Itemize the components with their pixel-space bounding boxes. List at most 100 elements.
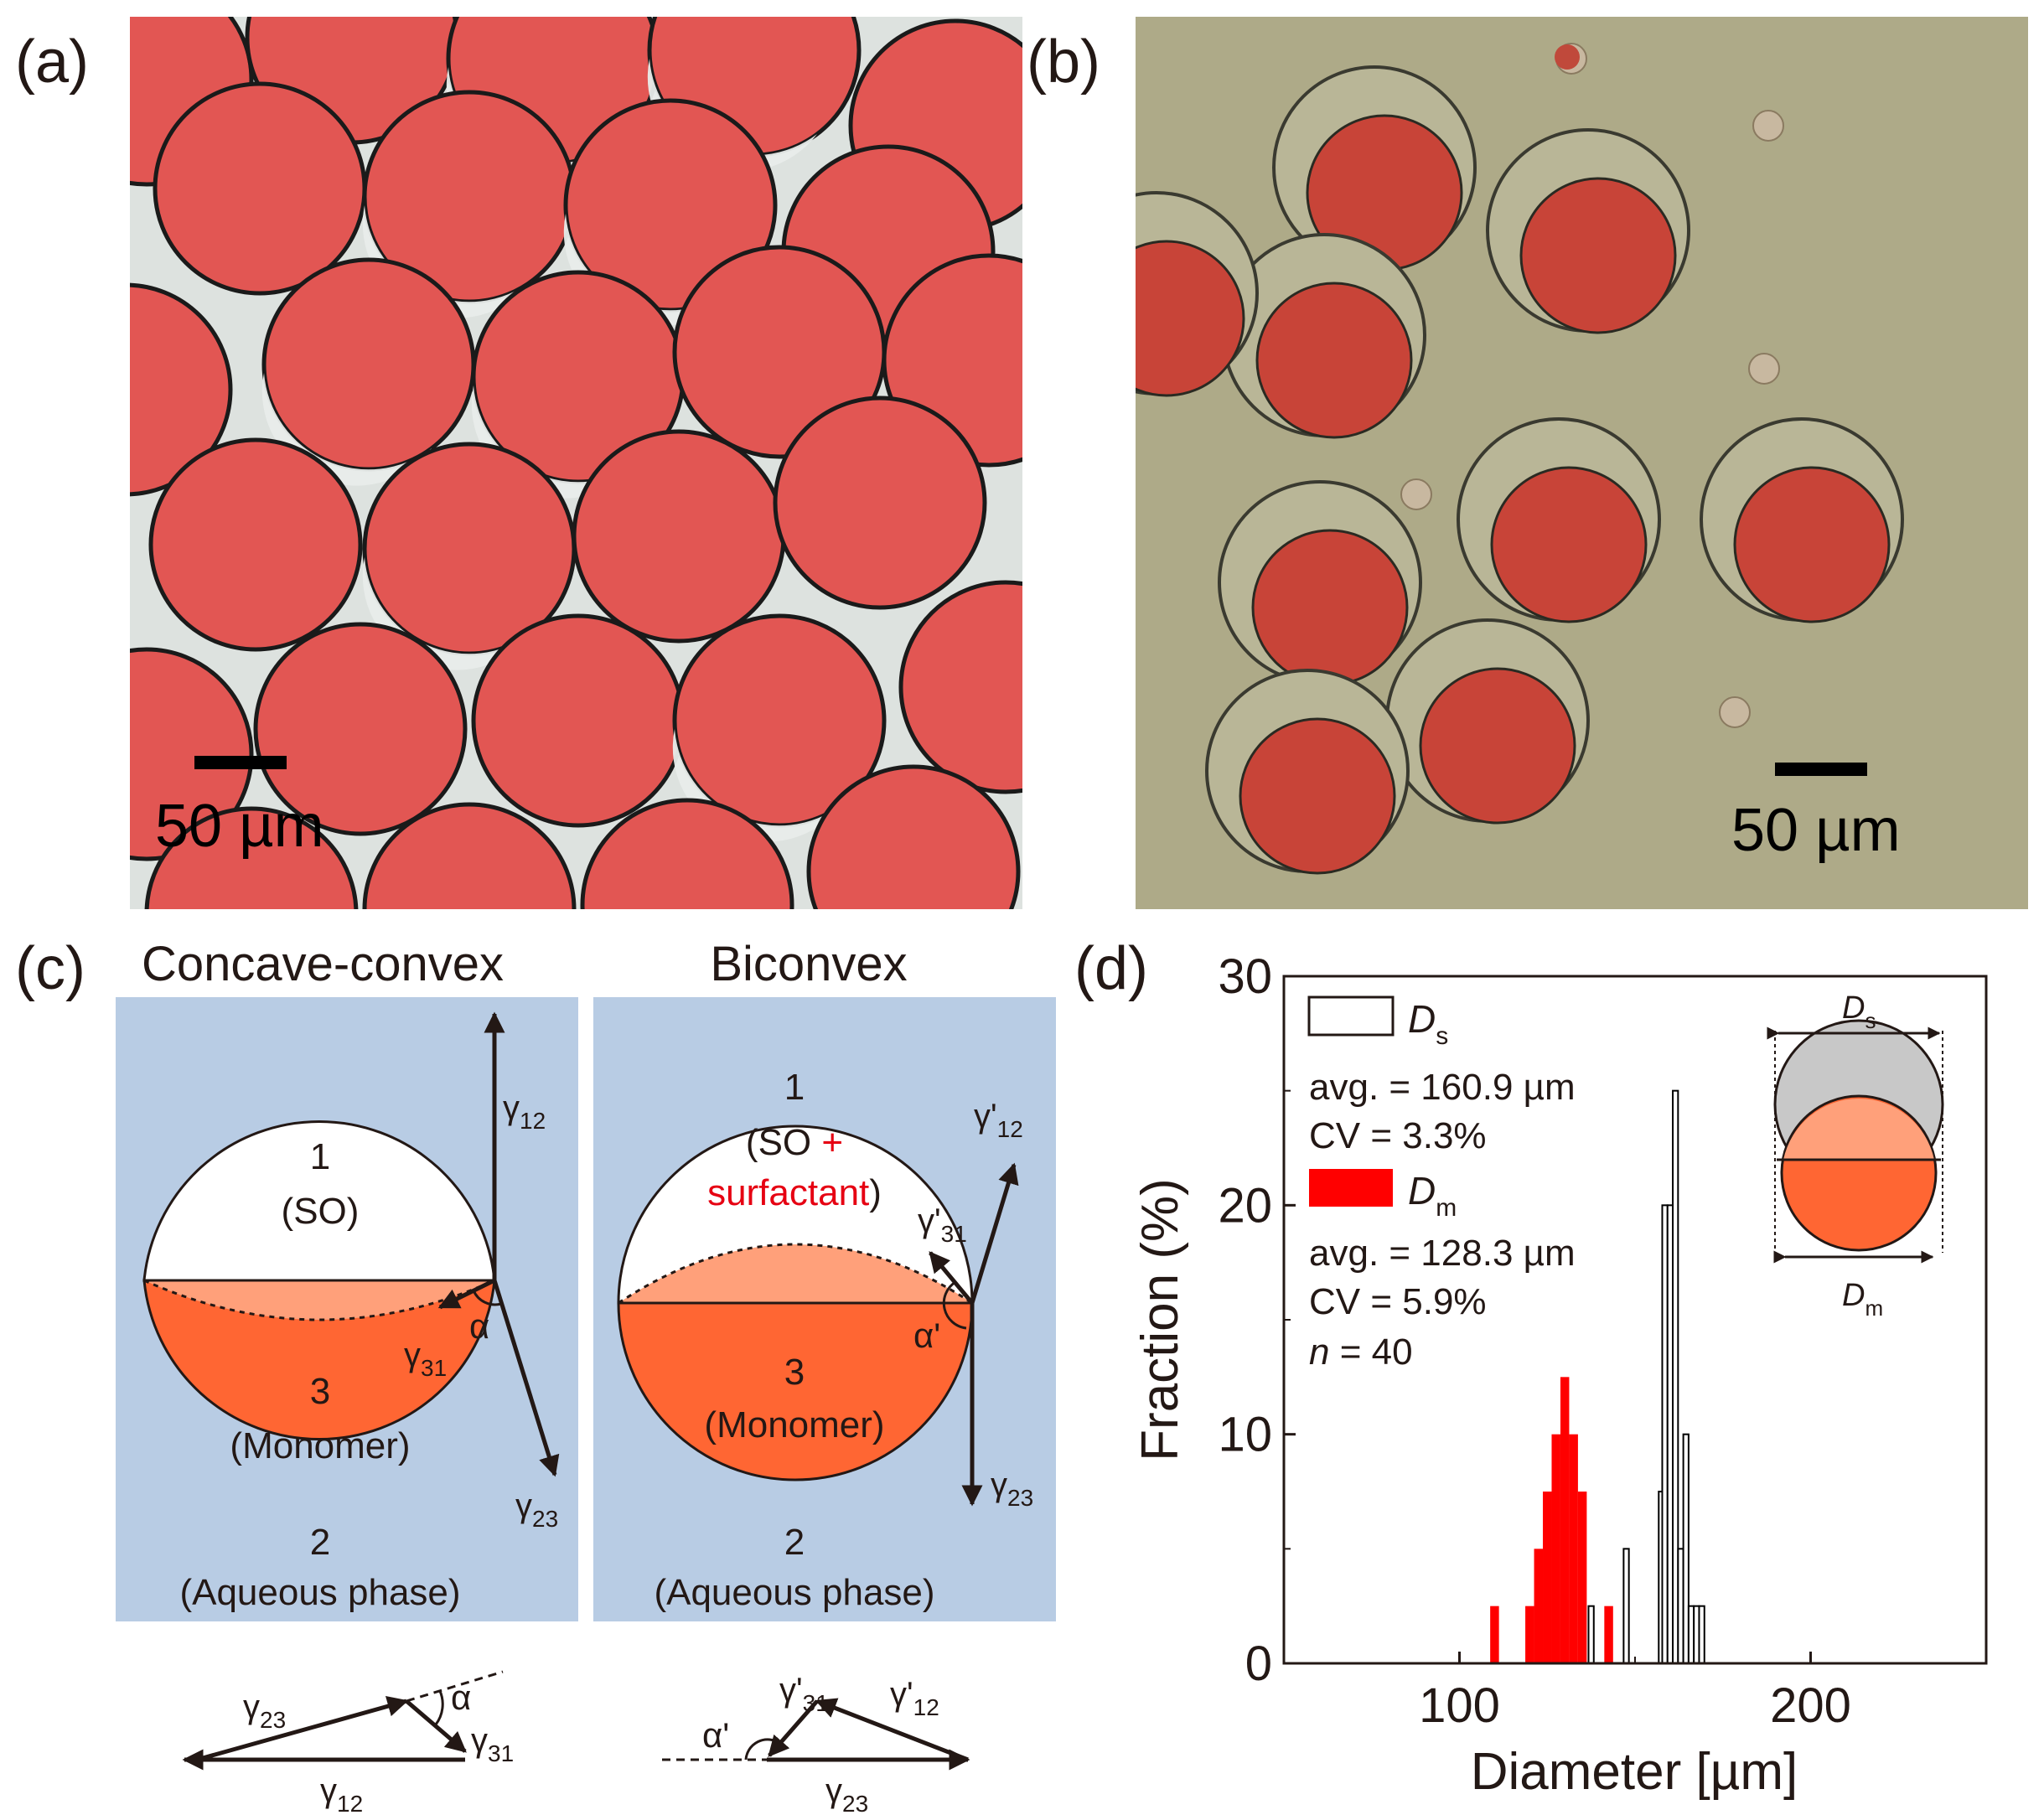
red-droplet: [253, 622, 468, 836]
droplets-b: [1136, 43, 1904, 875]
triangle-left-g31-arrow: [405, 1699, 467, 1753]
x-tick-label-200: 200: [1770, 1678, 1851, 1733]
phase3-name-left: (Monomer): [230, 1425, 410, 1466]
bar-dm-2: [1534, 1549, 1544, 1663]
legend-ds-label: Ds: [1408, 997, 1448, 1050]
force-triangle-right: α' γ'31 γ'12 γ23: [662, 1672, 970, 1815]
phase3-num-left: 3: [310, 1371, 330, 1412]
phase1-num-left: 1: [310, 1136, 330, 1177]
legend-dm-cv: CV = 5.9%: [1309, 1281, 1487, 1322]
red-droplet: [898, 580, 1022, 794]
biconvex-diagram: Biconvex α' γ'12 γ'31 γ23 1 (SO + surfac…: [593, 937, 1056, 1621]
scale-bar-a-label: 50 µm: [155, 793, 324, 860]
histogram-bars: [1490, 1089, 1705, 1665]
triangle-left-dashed: [406, 1670, 504, 1703]
scale-bar-a: [194, 756, 287, 769]
legend-swatch-ds: [1307, 995, 1395, 1037]
red-droplet: [471, 613, 686, 828]
triangle-left-g23: γ23: [243, 1688, 286, 1733]
janus-droplet-core: [1136, 240, 1245, 397]
triangle-left-angle: α: [451, 1678, 471, 1717]
janus-droplet-core: [1733, 466, 1891, 623]
inset-ds-label: Ds: [1842, 990, 1876, 1033]
triangle-left-g23-arrow: [196, 1696, 409, 1762]
janus-droplet-core: [1251, 529, 1409, 686]
chart-legend: Ds avg. = 160.9 µm CV = 3.3% Dm avg. = 1…: [1307, 995, 1576, 1373]
legend-n: n = 40: [1309, 1332, 1413, 1373]
bar-dm-3: [1543, 1492, 1552, 1663]
y-tick-label-0: 0: [1245, 1637, 1272, 1691]
angle-label-right: α': [913, 1316, 940, 1355]
panel-c-label: (c): [15, 935, 85, 1002]
panel-b: (b) 50 µm: [1027, 17, 2028, 909]
meniscus-line-left: [143, 1279, 495, 1321]
droplets-a: [130, 17, 1022, 909]
bar-ds-1: [1622, 1548, 1630, 1665]
gamma31-arrow-right: [929, 1251, 974, 1305]
gamma12-arrow-right: [970, 1162, 1019, 1304]
phase1-name-left: (SO): [282, 1191, 360, 1232]
phase1-num-right: 1: [784, 1067, 805, 1108]
phase2-name-left: (Aqueous phase): [179, 1572, 460, 1613]
bar-dm-8: [1604, 1606, 1613, 1663]
biconvex-title: Biconvex: [710, 937, 907, 991]
triangle-left-g31: γ31: [471, 1722, 514, 1766]
x-tick-label-100: 100: [1419, 1678, 1500, 1733]
scale-bar-b-label: 50 µm: [1731, 797, 1901, 864]
phase1-name-right: (SO +: [746, 1122, 843, 1163]
janus-droplet-core: [1519, 177, 1677, 334]
red-droplet: [773, 396, 987, 610]
bar-ds-0: [1587, 1605, 1595, 1664]
red-droplet: [153, 81, 367, 296]
micrograph-b: [1136, 17, 2028, 909]
force-triangle-left: α γ23 γ31 γ12: [182, 1670, 514, 1815]
gamma31-arrow-left: [437, 1278, 496, 1310]
red-droplet: [130, 282, 233, 497]
phase3-num-right: 3: [784, 1352, 805, 1393]
triangle-right-g23: γ23: [825, 1772, 868, 1815]
angle-arc-left: [472, 1290, 502, 1306]
inset-dm-label: Dm: [1842, 1278, 1883, 1321]
small-droplet: [1748, 353, 1780, 385]
histogram-chart: 0 10 20 30 100 200 Fraction (%) Diameter [µm]: [1131, 949, 1988, 1801]
red-droplet: [572, 429, 786, 644]
legend-dm-avg: avg. = 128.3 µm: [1309, 1233, 1576, 1274]
so-droplet-right: [617, 1125, 974, 1305]
janus-droplet-core: [1419, 667, 1576, 825]
meniscus-right: [618, 1244, 972, 1303]
phase2-num-left: 2: [310, 1522, 330, 1563]
small-droplet: [1752, 110, 1784, 142]
red-droplet: [580, 798, 794, 909]
triangle-right-arc: [744, 1738, 780, 1761]
legend-ds-cv: CV = 3.3%: [1309, 1115, 1487, 1156]
inset-meniscus: [1783, 1099, 1934, 1160]
triangle-right-g31: γ'31: [779, 1672, 829, 1716]
gamma23-arrow-left: [492, 1280, 560, 1477]
bar-dm-7: [1577, 1492, 1587, 1663]
y-tick-label-10: 10: [1218, 1408, 1272, 1462]
plot-frame: [1282, 975, 1988, 1665]
monomer-droplet-left: [142, 1279, 496, 1441]
meniscus-line-right: [618, 1243, 973, 1305]
gamma12-label-right: γ'12: [974, 1098, 1023, 1142]
red-droplet: [563, 98, 778, 313]
legend-ds-avg: avg. = 160.9 µm: [1309, 1067, 1576, 1108]
bar-dm-4: [1551, 1434, 1560, 1663]
red-droplet: [130, 647, 254, 861]
bar-dm-0: [1490, 1606, 1499, 1663]
x-axis-label: Diameter [µm]: [1471, 1743, 1798, 1801]
phase3-name-right: (Monomer): [704, 1404, 884, 1445]
inset-diagram: Ds Dm: [1767, 990, 1944, 1321]
triangle-left-g12: γ12: [320, 1772, 363, 1815]
panel-d-label: (d): [1074, 935, 1148, 1002]
small-droplet: [1400, 478, 1432, 510]
legend-swatch-dm: [1309, 1169, 1393, 1207]
panel-b-label: (b): [1027, 28, 1100, 96]
small-droplet: [1719, 696, 1751, 728]
triangle-right-angle: α': [702, 1715, 729, 1755]
legend-dm-label: Dm: [1408, 1169, 1457, 1222]
scale-bar-b: [1775, 763, 1867, 776]
janus-droplet-core: [1490, 466, 1648, 623]
angle-arc-right: [942, 1280, 967, 1330]
